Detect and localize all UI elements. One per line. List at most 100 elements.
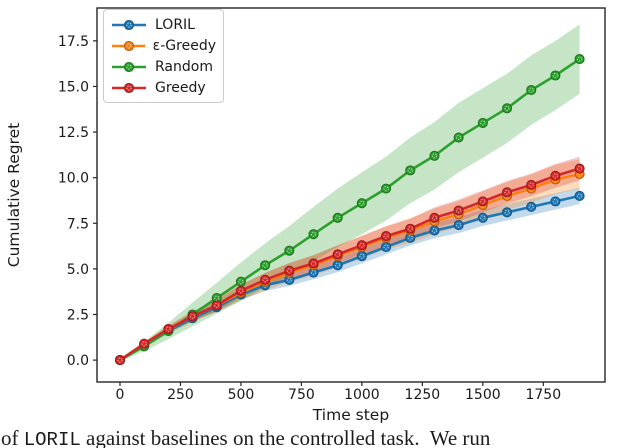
data-point: [453, 132, 464, 143]
legend-sample-marker: [123, 40, 135, 51]
legend-item-greedy: Greedy: [111, 77, 216, 98]
data-point: [574, 54, 585, 65]
data-point: [381, 183, 392, 194]
marker-circle: [139, 338, 150, 349]
marker-inner-ring: [189, 313, 196, 319]
marker-circle: [211, 300, 222, 311]
data-point: [477, 212, 488, 223]
x-tick-label: 500: [228, 387, 255, 403]
data-point: [308, 258, 319, 269]
legend-line-marker-icon: [112, 82, 146, 93]
caption-code-loril: LORIL: [23, 429, 81, 448]
marker-inner-ring: [238, 288, 244, 294]
marker-circle: [260, 274, 271, 285]
data-point: [526, 179, 537, 191]
marker-circle: [284, 245, 295, 256]
marker-circle: [356, 240, 367, 251]
marker-circle: [356, 251, 367, 262]
marker-circle: [526, 201, 537, 212]
y-tick-label: 0.0: [67, 353, 89, 369]
confidence-band-random: [119, 24, 580, 362]
marker-inner-ring: [262, 262, 268, 268]
data-point: [405, 223, 416, 234]
marker-inner-ring: [456, 207, 462, 214]
confidence-band-loril: [119, 187, 580, 362]
marker-circle: [477, 117, 488, 128]
marker-inner-ring: [552, 72, 559, 79]
marker-inner-ring: [480, 198, 486, 204]
marker-inner-ring: [335, 215, 341, 221]
marker-circle: [453, 220, 464, 231]
legend-sample-inner-ring: [126, 63, 132, 70]
x-axis-label: Time step: [312, 406, 389, 424]
marker-inner-ring: [528, 182, 534, 188]
legend-label: ε-Greedy: [152, 37, 216, 54]
marker-inner-ring: [407, 235, 413, 241]
data-point: [139, 338, 150, 349]
data-point: [211, 300, 222, 311]
marker-inner-ring: [359, 253, 365, 259]
marker-circle: [114, 355, 126, 366]
marker-circle: [477, 212, 488, 223]
data-point: [453, 205, 464, 216]
data-point: [308, 267, 319, 278]
data-point: [526, 85, 537, 96]
marker-circle: [453, 132, 464, 143]
data-point: [356, 240, 367, 251]
marker-inner-ring: [504, 209, 510, 215]
marker-inner-ring: [407, 167, 413, 173]
marker-inner-ring: [577, 165, 583, 172]
data-point: [429, 150, 440, 161]
y-tick-label: 7.5: [67, 216, 89, 232]
marker-inner-ring: [117, 357, 123, 363]
y-tick-label: 2.5: [67, 307, 89, 323]
marker-inner-ring: [310, 269, 317, 276]
data-point: [550, 70, 561, 81]
marker-inner-ring: [480, 215, 486, 221]
data-point: [163, 324, 174, 335]
data-point: [284, 274, 295, 285]
marker-circle: [332, 249, 343, 260]
marker-inner-ring: [552, 173, 559, 179]
marker-circle: [332, 260, 343, 271]
data-point: [187, 311, 198, 322]
data-point: [550, 196, 561, 207]
marker-circle: [308, 258, 319, 269]
legend-label: Greedy: [155, 79, 206, 96]
data-point: [332, 249, 343, 260]
legend-sample-inner-ring: [126, 84, 132, 91]
legend-item-loril: LORIL: [111, 14, 216, 35]
data-point: [501, 207, 513, 218]
data-point: [501, 187, 513, 198]
legend-line-marker-icon: [112, 19, 146, 30]
legend-sample-marker: [123, 82, 135, 93]
data-point: [526, 201, 537, 212]
y-tick-label: 10.0: [58, 171, 89, 187]
marker-inner-ring: [359, 242, 365, 248]
marker-inner-ring: [431, 153, 438, 159]
marker-inner-ring: [528, 87, 534, 93]
data-point: [550, 170, 561, 181]
data-point: [429, 225, 440, 236]
legend-line-marker-icon: [112, 40, 145, 51]
marker-inner-ring: [504, 189, 510, 195]
caption-text-prefix: of: [1, 426, 24, 448]
marker-inner-ring: [214, 295, 220, 301]
data-point: [381, 230, 392, 242]
legend-item-greedy: ε-Greedy: [111, 35, 216, 56]
y-axis-label: Cumulative Regret: [5, 123, 23, 268]
data-point: [574, 163, 585, 174]
y-tick-label: 5.0: [67, 262, 89, 278]
legend-label: LORIL: [155, 16, 195, 33]
marker-inner-ring: [480, 120, 486, 126]
data-point: [332, 260, 343, 271]
y-tick-label: 12.5: [58, 125, 89, 141]
marker-inner-ring: [552, 198, 559, 204]
marker-circle: [381, 183, 392, 194]
legend: LORIL ε-Greedy Random Greedy: [103, 9, 224, 103]
marker-circle: [332, 212, 343, 223]
marker-inner-ring: [141, 341, 147, 347]
marker-inner-ring: [335, 262, 341, 268]
marker-inner-ring: [165, 326, 171, 332]
